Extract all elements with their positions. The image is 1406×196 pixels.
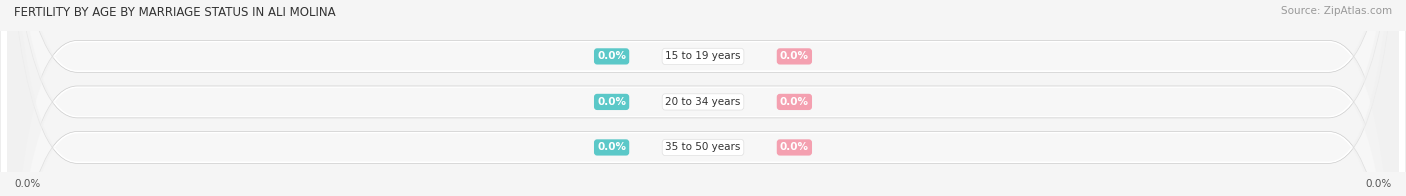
Text: 15 to 19 years: 15 to 19 years [665, 51, 741, 61]
Text: 0.0%: 0.0% [780, 97, 808, 107]
Text: Source: ZipAtlas.com: Source: ZipAtlas.com [1281, 6, 1392, 16]
Text: 0.0%: 0.0% [780, 142, 808, 152]
FancyBboxPatch shape [7, 0, 1399, 196]
Text: 0.0%: 0.0% [14, 179, 41, 189]
Text: 0.0%: 0.0% [1365, 179, 1392, 189]
Text: 0.0%: 0.0% [598, 97, 626, 107]
FancyBboxPatch shape [7, 0, 1399, 196]
Text: 35 to 50 years: 35 to 50 years [665, 142, 741, 152]
Text: 0.0%: 0.0% [780, 51, 808, 61]
Text: 20 to 34 years: 20 to 34 years [665, 97, 741, 107]
FancyBboxPatch shape [7, 0, 1399, 196]
Text: 0.0%: 0.0% [598, 142, 626, 152]
Text: 0.0%: 0.0% [598, 51, 626, 61]
Text: FERTILITY BY AGE BY MARRIAGE STATUS IN ALI MOLINA: FERTILITY BY AGE BY MARRIAGE STATUS IN A… [14, 6, 336, 19]
